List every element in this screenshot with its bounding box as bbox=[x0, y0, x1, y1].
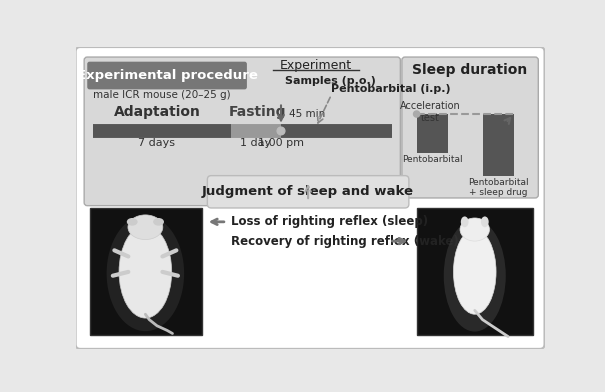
Circle shape bbox=[277, 127, 285, 135]
Ellipse shape bbox=[443, 220, 506, 332]
FancyBboxPatch shape bbox=[402, 57, 538, 198]
Ellipse shape bbox=[128, 215, 163, 240]
Ellipse shape bbox=[119, 226, 172, 318]
Text: Pentobarbital
+ sleep drug: Pentobarbital + sleep drug bbox=[468, 178, 528, 197]
Text: Sleep duration: Sleep duration bbox=[413, 63, 528, 77]
Circle shape bbox=[414, 111, 420, 117]
Text: Pentobarbital (i.p.): Pentobarbital (i.p.) bbox=[332, 83, 451, 94]
Text: 7 days: 7 days bbox=[139, 138, 175, 147]
FancyBboxPatch shape bbox=[208, 176, 409, 208]
Ellipse shape bbox=[127, 218, 137, 226]
Text: 1 day: 1 day bbox=[240, 138, 271, 147]
Bar bbox=[417, 208, 533, 335]
FancyBboxPatch shape bbox=[84, 57, 401, 206]
Text: Fasting: Fasting bbox=[229, 105, 287, 119]
Text: Loss of righting reflex (sleep): Loss of righting reflex (sleep) bbox=[231, 215, 428, 228]
Bar bbox=[417, 114, 448, 152]
Text: Pentobarbital: Pentobarbital bbox=[402, 155, 462, 164]
Text: 45 min: 45 min bbox=[289, 109, 325, 119]
Ellipse shape bbox=[460, 218, 489, 241]
Ellipse shape bbox=[461, 216, 468, 227]
Ellipse shape bbox=[453, 230, 496, 314]
Text: Experiment: Experiment bbox=[280, 59, 352, 72]
Text: Samples (p.o.): Samples (p.o.) bbox=[285, 76, 376, 86]
Text: Judgment of sleep and wake: Judgment of sleep and wake bbox=[202, 185, 414, 198]
Text: Acceleration
test: Acceleration test bbox=[399, 101, 460, 123]
FancyBboxPatch shape bbox=[87, 62, 247, 89]
Bar bbox=[90, 208, 202, 335]
Text: Adaptation: Adaptation bbox=[114, 105, 200, 119]
Ellipse shape bbox=[106, 216, 184, 331]
Ellipse shape bbox=[153, 218, 164, 226]
Text: 1:00 pm: 1:00 pm bbox=[258, 138, 304, 147]
Ellipse shape bbox=[481, 216, 489, 227]
Bar bbox=[483, 114, 514, 176]
Text: Experimental procedure: Experimental procedure bbox=[77, 69, 258, 82]
Text: Recovery of righting reflex (wake): Recovery of righting reflex (wake) bbox=[231, 234, 459, 248]
Text: male ICR mouse (20–25 g): male ICR mouse (20–25 g) bbox=[93, 90, 231, 100]
FancyBboxPatch shape bbox=[76, 47, 544, 349]
